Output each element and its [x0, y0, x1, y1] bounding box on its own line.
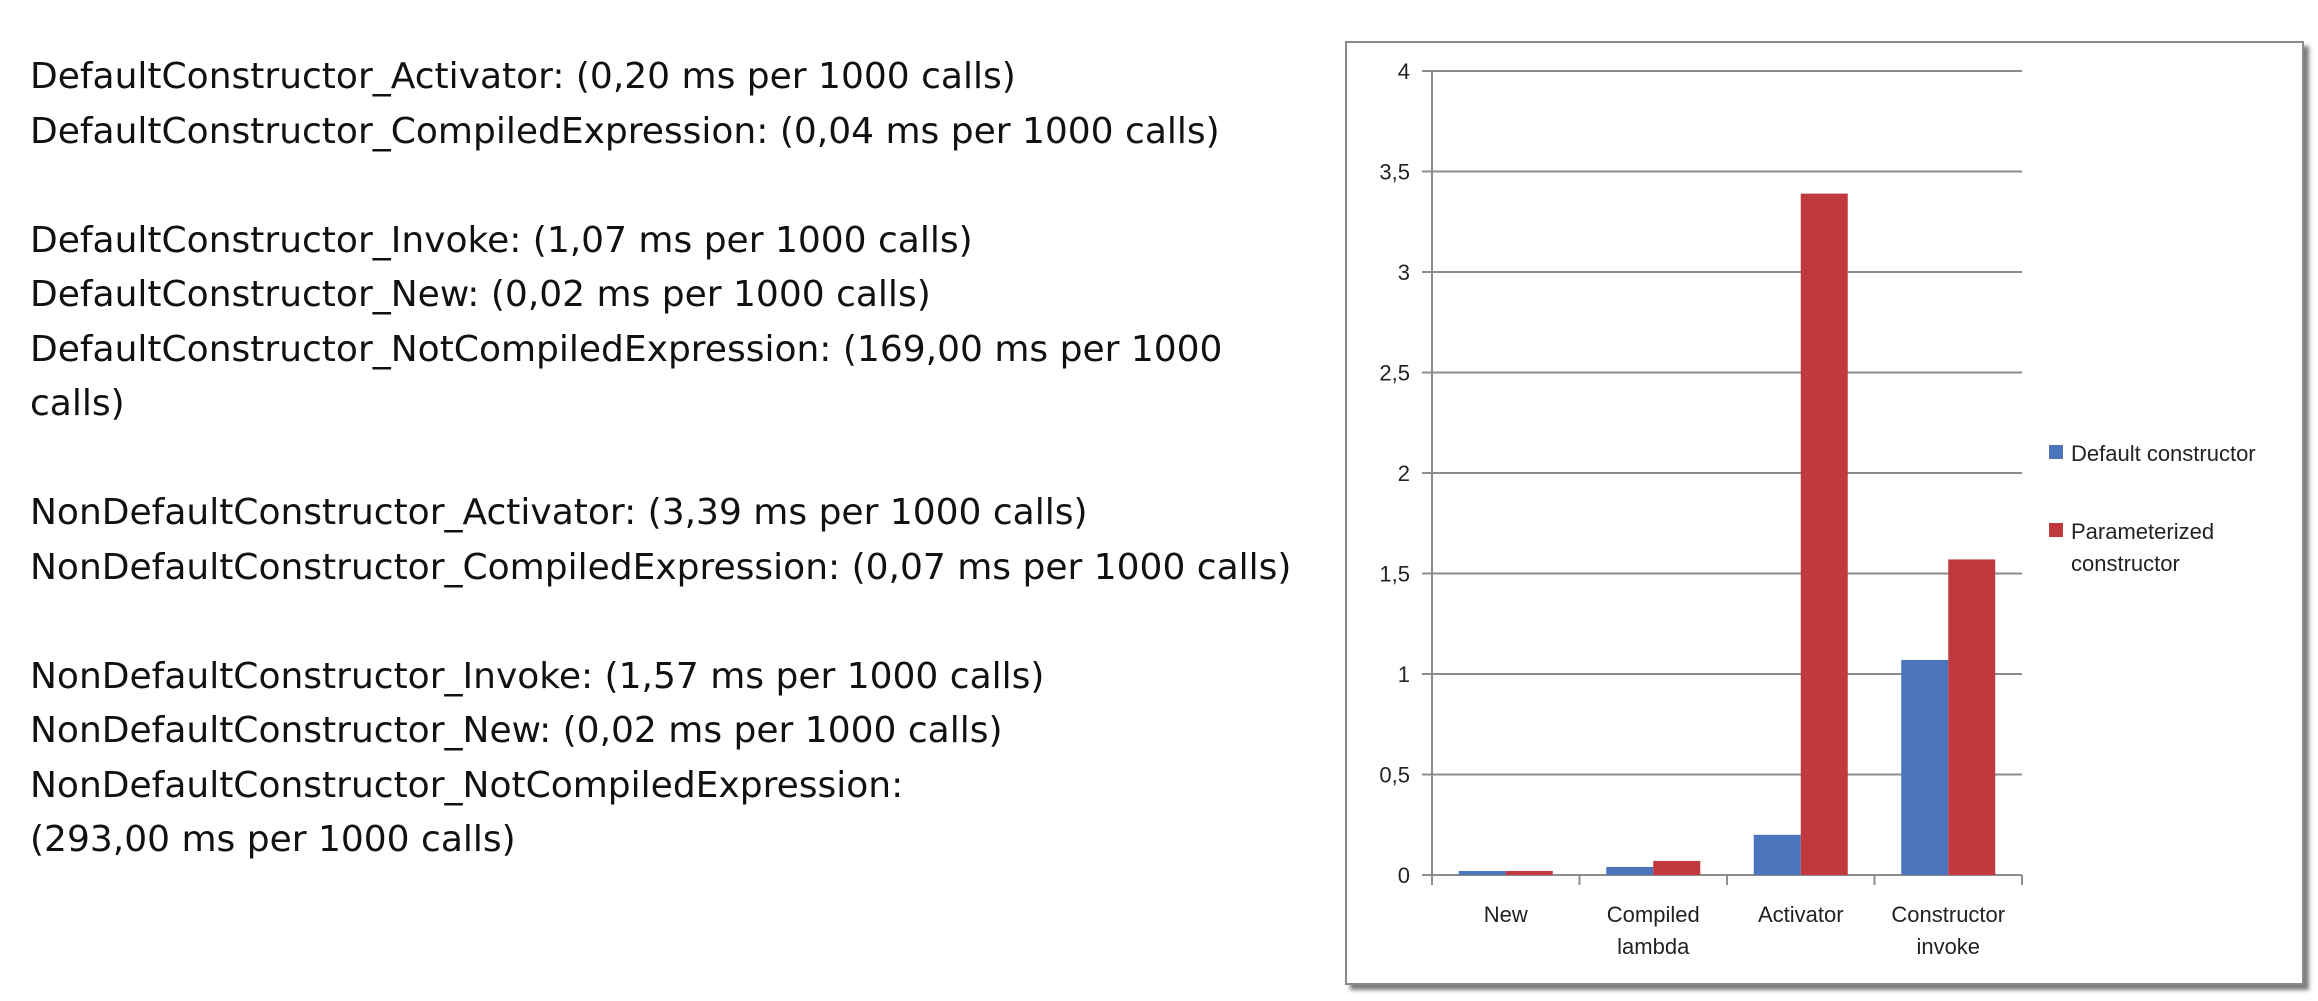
text-spacer: [30, 159, 1330, 214]
bar-default: [1901, 659, 1949, 875]
result-line: NonDefaultConstructor_NotCompiledExpress…: [30, 764, 904, 806]
x-category-label: New: [1484, 902, 1528, 927]
y-tick-label: 3: [1398, 260, 1410, 285]
legend-swatch: [2049, 445, 2063, 459]
result-line: DefaultConstructor_New: (0,02 ms per 100…: [30, 274, 931, 315]
y-tick-label: 1,5: [1379, 562, 1410, 587]
result-line: NonDefaultConstructor_CompiledExpression…: [30, 546, 1292, 588]
chart-frame: 0 0,5 1 1,5 2 2,5 3 3,5 4 New Compiled lambda Activ…: [1345, 41, 2304, 985]
grid-lines: [1432, 70, 2022, 776]
result-line: calls): [30, 383, 125, 424]
bar-parameterized: [1948, 559, 1996, 875]
bar-parameterized: [1800, 193, 1848, 876]
x-category-label: Compiled: [1607, 902, 1700, 927]
result-line: DefaultConstructor_NotCompiledExpression…: [30, 328, 1223, 370]
x-category-label: Constructor: [1891, 902, 2005, 927]
y-tick-label: 2,5: [1379, 361, 1410, 386]
y-tick-labels: 0 0,5 1 1,5 2 2,5 3 3,5 4: [1379, 59, 1410, 888]
bar-parameterized: [1505, 870, 1553, 875]
x-category-label: Activator: [1758, 902, 1844, 927]
benchmark-results-text: DefaultConstructor_Activator: (0,20 ms p…: [30, 50, 1330, 868]
y-tick-label: 1: [1398, 662, 1410, 687]
result-line: NonDefaultConstructor_New: (0,02 ms per …: [30, 710, 1003, 751]
y-tick-label: 0,5: [1379, 763, 1410, 788]
bar-default: [1458, 870, 1506, 875]
result-line: DefaultConstructor_CompiledExpression: (…: [30, 110, 1220, 152]
bar-default: [1753, 834, 1801, 875]
bar-chart: 0 0,5 1 1,5 2 2,5 3 3,5 4 New Compiled lambda Activ…: [1379, 59, 2256, 959]
y-tick-label: 4: [1398, 59, 1410, 84]
text-spacer: [30, 595, 1330, 650]
legend-swatch: [2049, 523, 2063, 537]
bars: [1458, 193, 1996, 876]
text-spacer: [30, 432, 1330, 487]
legend-label: constructor: [2071, 551, 2180, 576]
y-tick-label: 3,5: [1379, 160, 1410, 185]
y-tick-label: 0: [1398, 863, 1410, 888]
x-category-label: lambda: [1617, 934, 1690, 959]
x-category-label: invoke: [1916, 934, 1980, 959]
legend-label: Parameterized: [2071, 519, 2214, 544]
result-line: DefaultConstructor_Invoke: (1,07 ms per …: [30, 219, 973, 261]
bar-default: [1606, 866, 1654, 875]
y-tick-label: 2: [1398, 461, 1410, 486]
result-line: DefaultConstructor_Activator: (0,20 ms p…: [30, 56, 1016, 97]
legend-label: Default constructor: [2071, 441, 2256, 466]
x-category-labels: New Compiled lambda Activator Constructor inv…: [1484, 902, 2005, 959]
result-line: NonDefaultConstructor_Invoke: (1,57 ms p…: [30, 655, 1045, 697]
result-line: (293,00 ms per 1000 calls): [30, 819, 516, 860]
legend: Default constructor Parameterized construc…: [2049, 441, 2256, 576]
result-line: NonDefaultConstructor_Activator: (3,39 m…: [30, 492, 1088, 533]
bar-parameterized: [1653, 860, 1701, 875]
